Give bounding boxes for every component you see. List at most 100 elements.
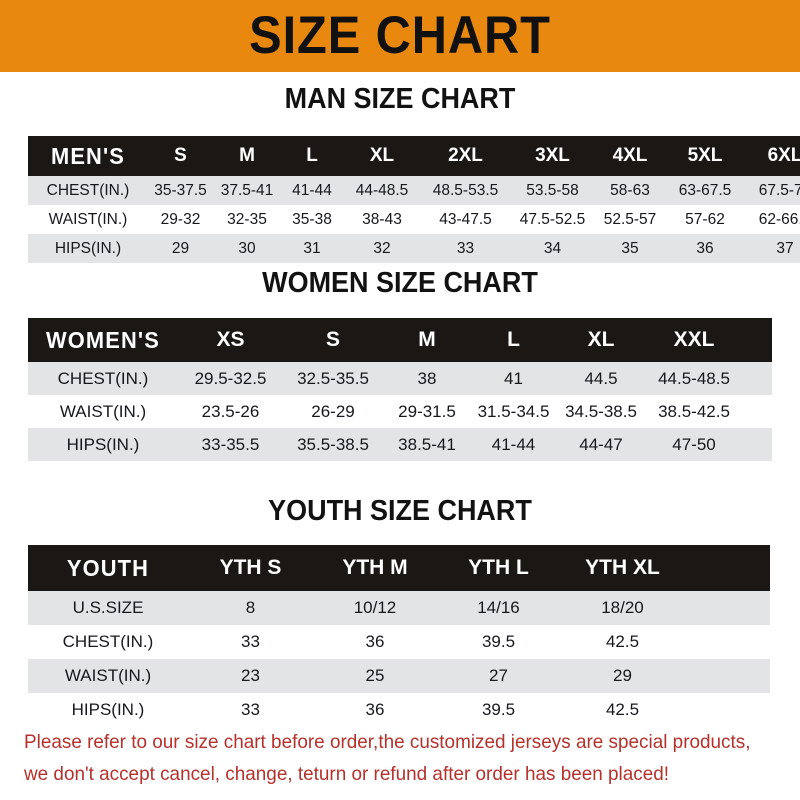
men-size-col-8: 6XL [767,145,800,166]
youth-size-col-1: YTH M [342,556,408,579]
youth-row-2-cell-0: 23 [241,666,260,685]
men-size-chart: MEN'S S M L XL 2XL 3XL 4XL 5XL 6XL CHEST… [28,136,800,263]
women-table-header-row: WOMEN'S XS S M L XL XXL [28,318,772,362]
youth-row-0-cell-3: 18/20 [601,598,644,617]
youth-size-chart: YOUTH YTH S YTH M YTH L YTH XL U.S.SIZE … [28,545,770,727]
men-size-col-4: 2XL [448,145,483,166]
men-row-2-cell-7: 36 [696,239,714,257]
women-table: WOMEN'S XS S M L XL XXL CHEST(IN.) 29.5-… [28,318,772,461]
men-table-header-row: MEN'S S M L XL 2XL 3XL 4XL 5XL 6XL [28,136,800,176]
men-row-0-cell-5: 53.5-58 [526,181,579,199]
women-row-1-cell-5: 38.5-42.5 [658,401,730,421]
table-row: CHEST(IN.) 35-37.5 37.5-41 41-44 44-48.5… [28,176,800,205]
youth-row-2-cell-2: 27 [489,666,508,685]
men-row-0-cell-7: 63-67.5 [678,181,732,199]
men-row-1-label: WAIST(IN.) [48,210,128,228]
youth-row-3-cell-0: 33 [241,700,260,719]
women-row-1-cell-1: 26-29 [311,401,355,421]
men-row-2-cell-3: 32 [373,239,391,257]
men-row-1-cell-6: 52.5-57 [603,210,657,228]
women-row-1-label: WAIST(IN.) [59,401,147,421]
banner-title: SIZE CHART [249,6,551,65]
men-row-1-cell-4: 43-47.5 [439,210,492,228]
men-size-col-3: XL [369,145,395,166]
men-row-1-cell-3: 38-43 [362,210,402,228]
women-row-2-cell-1: 35.5-38.5 [297,434,369,454]
table-row: HIPS(IN.) 33-35.5 35.5-38.5 38.5-41 41-4… [28,428,772,461]
banner: SIZE CHART [0,0,800,72]
women-size-col-5: XXL [673,328,715,351]
table-row: WAIST(IN.) 23.5-26 26-29 29-31.5 31.5-34… [28,395,772,428]
women-row-1-cell-4: 34.5-38.5 [565,401,637,421]
youth-size-col-0: YTH S [219,556,282,579]
men-size-col-0: S [174,145,187,166]
table-row: WAIST(IN.) 29-32 32-35 35-38 38-43 43-47… [28,205,800,234]
women-size-col-4: XL [587,328,615,351]
men-section-heading: MAN SIZE CHART [284,83,516,115]
women-size-col-0: XS [216,328,245,351]
youth-row-2-cell-4 [685,659,770,693]
youth-size-col-4 [685,545,770,591]
youth-row-label-header: YOUTH [66,554,150,581]
men-row-2-label: HIPS(IN.) [54,239,122,257]
women-row-0-cell-6 [742,362,772,395]
men-row-0-cell-8: 67.5-72 [758,181,800,199]
women-row-1-cell-3: 31.5-34.5 [477,401,550,421]
women-row-2-cell-6 [742,428,772,461]
table-row: WAIST(IN.) 23 25 27 29 [28,659,770,693]
men-row-1-cell-2: 35-38 [292,210,332,228]
women-row-2-cell-3: 41-44 [491,434,536,454]
women-size-col-3: L [507,328,520,351]
disclaimer-note: Please refer to our size chart before or… [24,726,757,790]
men-row-1-cell-7: 57-62 [685,210,725,228]
men-row-0-label: CHEST(IN.) [46,181,130,199]
men-row-label-header: MEN'S [50,142,126,169]
youth-row-1-cell-2: 39.5 [481,632,516,651]
men-row-1-cell-1: 32-35 [227,210,267,228]
youth-table-header-row: YOUTH YTH S YTH M YTH L YTH XL [28,545,770,591]
men-row-0-cell-4: 48.5-53.5 [432,181,499,199]
youth-row-3-cell-1: 36 [365,700,385,719]
women-size-chart: WOMEN'S XS S M L XL XXL CHEST(IN.) 29.5-… [28,318,772,461]
women-row-0-cell-5: 44.5-48.5 [658,368,730,388]
men-row-2-cell-6: 35 [621,239,639,257]
women-row-2-label: HIPS(IN.) [66,434,140,454]
men-row-2-cell-0: 29 [171,239,190,257]
men-row-2-cell-5: 34 [543,239,562,257]
women-row-2-cell-4: 44-47 [579,434,623,454]
men-size-col-2: L [306,145,318,166]
men-row-0-cell-2: 41-44 [292,181,332,199]
women-row-1-cell-2: 29-31.5 [398,401,456,421]
men-row-1-cell-8: 62-66.5 [758,210,800,228]
youth-row-0-cell-2: 14/16 [477,598,520,617]
youth-row-1-cell-3: 42.5 [605,632,640,651]
men-table: MEN'S S M L XL 2XL 3XL 4XL 5XL 6XL CHEST… [28,136,800,263]
youth-row-0-cell-0: 8 [245,598,256,617]
men-row-2-cell-2: 31 [303,239,321,257]
women-section-heading: WOMEN SIZE CHART [262,267,538,299]
women-row-2-cell-5: 47-50 [672,434,716,454]
youth-row-2-label: WAIST(IN.) [64,666,152,685]
men-row-2-cell-8: 37 [776,239,794,257]
youth-row-0-cell-1: 10/12 [353,598,397,617]
women-row-0-cell-1: 32.5-35.5 [297,368,369,388]
youth-table: YOUTH YTH S YTH M YTH L YTH XL U.S.SIZE … [28,545,770,727]
men-row-0-cell-1: 37.5-41 [220,181,274,199]
men-size-col-1: M [239,145,255,166]
women-row-2-cell-2: 38.5-41 [398,434,456,454]
women-row-2-cell-0: 33-35.5 [201,434,260,454]
women-row-0-cell-2: 38 [417,368,437,388]
women-row-0-cell-4: 44.5 [584,368,618,388]
women-row-0-label: CHEST(IN.) [57,368,149,388]
women-row-0-cell-3: 41 [504,368,523,388]
table-row: CHEST(IN.) 33 36 39.5 42.5 [28,625,770,659]
women-size-col-6 [742,318,772,362]
youth-row-3-cell-2: 39.5 [481,700,516,719]
table-row: HIPS(IN.) 29 30 31 32 33 34 35 36 37 [28,234,800,263]
youth-section-heading: YOUTH SIZE CHART [268,495,532,527]
table-row: CHEST(IN.) 29.5-32.5 32.5-35.5 38 41 44.… [28,362,772,395]
women-size-col-2: M [418,328,436,351]
youth-row-0-label: U.S.SIZE [72,598,144,617]
youth-size-col-3: YTH XL [585,556,660,579]
table-row: U.S.SIZE 8 10/12 14/16 18/20 [28,591,770,625]
